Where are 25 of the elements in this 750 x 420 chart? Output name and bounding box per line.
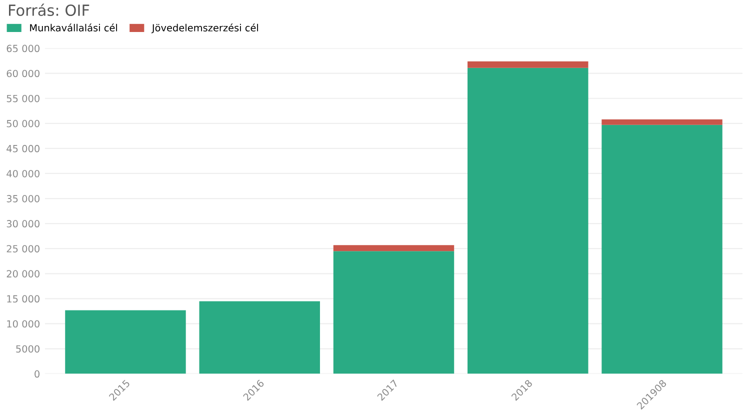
y-tick-label: 65 000 bbox=[6, 44, 40, 52]
y-tick-label: 55 000 bbox=[6, 94, 40, 102]
bar bbox=[333, 251, 454, 374]
y-tick-label: 10 000 bbox=[7, 320, 40, 328]
bar bbox=[333, 245, 454, 252]
legend-label: Munkavállalási cél bbox=[30, 24, 117, 32]
y-tick-label: 35 000 bbox=[6, 195, 40, 202]
bar bbox=[602, 124, 722, 374]
bar bbox=[199, 301, 320, 374]
y-tick-label: 30 000 bbox=[6, 220, 40, 228]
y-tick-label: 60 000 bbox=[6, 70, 40, 78]
y-tick-label: 0 bbox=[34, 370, 40, 378]
y-tick-label: 45 000 bbox=[6, 144, 40, 152]
y-tick-label: 50 000 bbox=[6, 120, 40, 128]
bar bbox=[602, 119, 722, 125]
bar bbox=[468, 61, 588, 68]
bar bbox=[468, 68, 588, 374]
text: Forrás: OIF bbox=[9, 4, 90, 16]
y-tick-label: 5000 bbox=[16, 345, 40, 353]
bar bbox=[65, 310, 186, 374]
y-tick-label: 15 000 bbox=[7, 295, 40, 303]
y-tick-label: 20 000 bbox=[6, 270, 40, 278]
legend-label: Jövedelemszerzési cél bbox=[151, 24, 258, 34]
y-tick-label: 25 000 bbox=[6, 245, 40, 252]
y-tick-label: 40 000 bbox=[6, 170, 40, 178]
